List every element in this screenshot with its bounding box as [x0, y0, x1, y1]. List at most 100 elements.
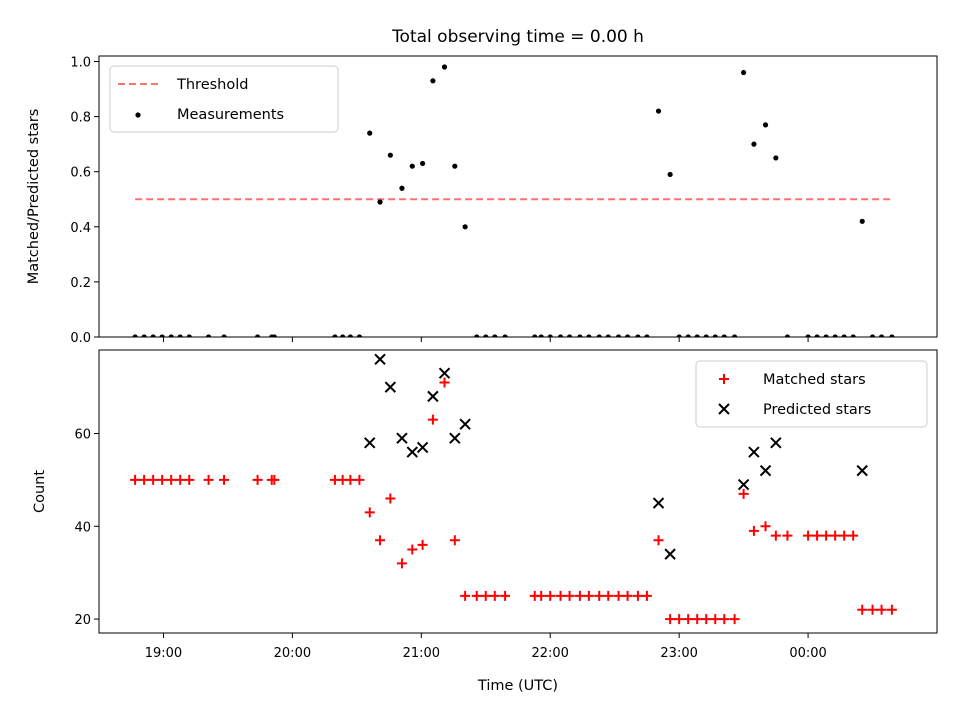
measurement-point — [387, 152, 393, 158]
measurement-point — [841, 334, 847, 337]
matched-star-marker — [252, 474, 263, 485]
measurement-point — [832, 334, 838, 337]
predicted-star-marker — [737, 478, 750, 491]
matched-star-marker — [500, 590, 511, 601]
matched-star-marker — [480, 590, 491, 601]
measurement-point — [502, 334, 508, 337]
bottom-y-tick-label: 20 — [74, 613, 91, 628]
matched-star-marker — [812, 530, 823, 541]
measurement-point — [367, 130, 373, 136]
measurement-point — [271, 334, 277, 337]
measurement-point — [141, 334, 147, 337]
measurement-point — [577, 334, 583, 337]
predicted-star-marker — [384, 381, 397, 393]
matched-star-marker — [564, 590, 575, 601]
matched-star-marker — [729, 614, 740, 625]
measurement-point — [356, 334, 363, 337]
measurement-point — [419, 160, 426, 167]
measurement-point — [132, 334, 138, 337]
measurement-point — [596, 334, 602, 337]
matched-star-marker — [701, 614, 712, 625]
measurement-point — [452, 163, 458, 169]
measurement-point — [859, 218, 865, 224]
matched-star-marker — [674, 614, 685, 625]
matched-star-marker — [622, 590, 633, 601]
predicted-star-marker — [427, 390, 439, 403]
legend-box — [695, 360, 928, 428]
matched-star-marker — [603, 590, 614, 601]
measurement-point — [566, 334, 573, 337]
matched-star-marker — [427, 414, 438, 425]
x-tick-label: 23:00 — [660, 646, 697, 661]
x-axis-label: Time (UTC) — [477, 678, 558, 694]
matched-star-marker — [157, 474, 168, 485]
matched-star-marker — [886, 604, 897, 615]
matched-star-marker — [803, 530, 814, 541]
measurement-point — [741, 69, 747, 76]
measurement-point — [869, 334, 876, 337]
matched-star-marker — [385, 493, 396, 504]
measurement-point — [205, 334, 212, 337]
measurement-point — [667, 171, 673, 178]
matched-star-marker — [632, 590, 643, 601]
matched-star-marker — [710, 614, 721, 625]
x-tick-label: 00:00 — [789, 646, 826, 661]
measurement-point — [462, 224, 468, 230]
matched-star-marker — [583, 590, 594, 601]
measurement-point — [624, 334, 631, 337]
measurement-point — [889, 334, 895, 337]
measurement-point — [635, 334, 641, 337]
measurement-point — [177, 334, 183, 337]
matched-star-marker — [345, 474, 356, 485]
matched-star-marker — [555, 590, 566, 601]
bottom-legend: Matched stars Predicted stars — [695, 360, 928, 428]
measurement-point — [676, 334, 682, 337]
matched-star-marker — [460, 590, 471, 601]
bottom-y-tick-label: 60 — [74, 428, 91, 443]
matched-star-marker — [839, 530, 850, 541]
matched-star-marker — [166, 474, 177, 485]
measurement-point — [532, 334, 538, 337]
matched-star-marker — [692, 614, 703, 625]
measurement-point — [703, 334, 709, 337]
measurement-point — [474, 334, 480, 337]
measurement-point — [823, 334, 829, 337]
top-y-tick-label: 1.0 — [70, 56, 91, 71]
legend-predicted-swatch — [718, 403, 730, 415]
x-tick-label: 20:00 — [274, 646, 311, 661]
legend-label: Threshold — [176, 77, 248, 93]
matched-star-marker — [719, 614, 730, 625]
top-y-axis-label: Matched/Predicted stars — [26, 109, 42, 285]
matched-star-marker — [683, 614, 694, 625]
top-y-tick-label: 0.6 — [70, 166, 91, 181]
measurement-point — [430, 78, 436, 84]
counts-panel: 20 40 60 19:00 20:00 21:00 22:00 23:00 00:00 Coun… — [32, 349, 938, 661]
predicted-star-marker — [759, 464, 772, 477]
matched-star-marker — [857, 604, 868, 615]
measurement-point — [150, 334, 156, 337]
matched-star-marker — [876, 604, 887, 615]
matched-star-marker — [449, 535, 460, 546]
measurement-point — [557, 334, 564, 337]
matched-star-marker — [536, 590, 547, 601]
measurement-point — [441, 64, 448, 70]
measurement-point — [762, 122, 769, 128]
legend-measurements-swatch — [135, 112, 141, 118]
matched-star-marker — [439, 377, 450, 388]
matched-star-marker — [770, 530, 781, 541]
measurement-point — [694, 334, 700, 337]
measurement-point — [814, 334, 820, 337]
measurement-point — [721, 334, 727, 337]
measurement-point — [399, 185, 405, 191]
matched-star-marker — [738, 488, 749, 499]
measurements-panel: 0.0 0.2 0.4 0.6 0.8 1.0 Matched/Predicted star… — [26, 55, 938, 346]
predicted-star-marker — [748, 446, 760, 458]
measurement-point — [731, 334, 738, 337]
top-plot-area — [132, 64, 895, 337]
top-axes-frame — [98, 55, 938, 338]
top-y-tick-label: 0.2 — [70, 276, 91, 291]
measurement-point — [773, 155, 779, 161]
measurement-point — [483, 334, 489, 337]
measurement-point — [586, 334, 592, 337]
